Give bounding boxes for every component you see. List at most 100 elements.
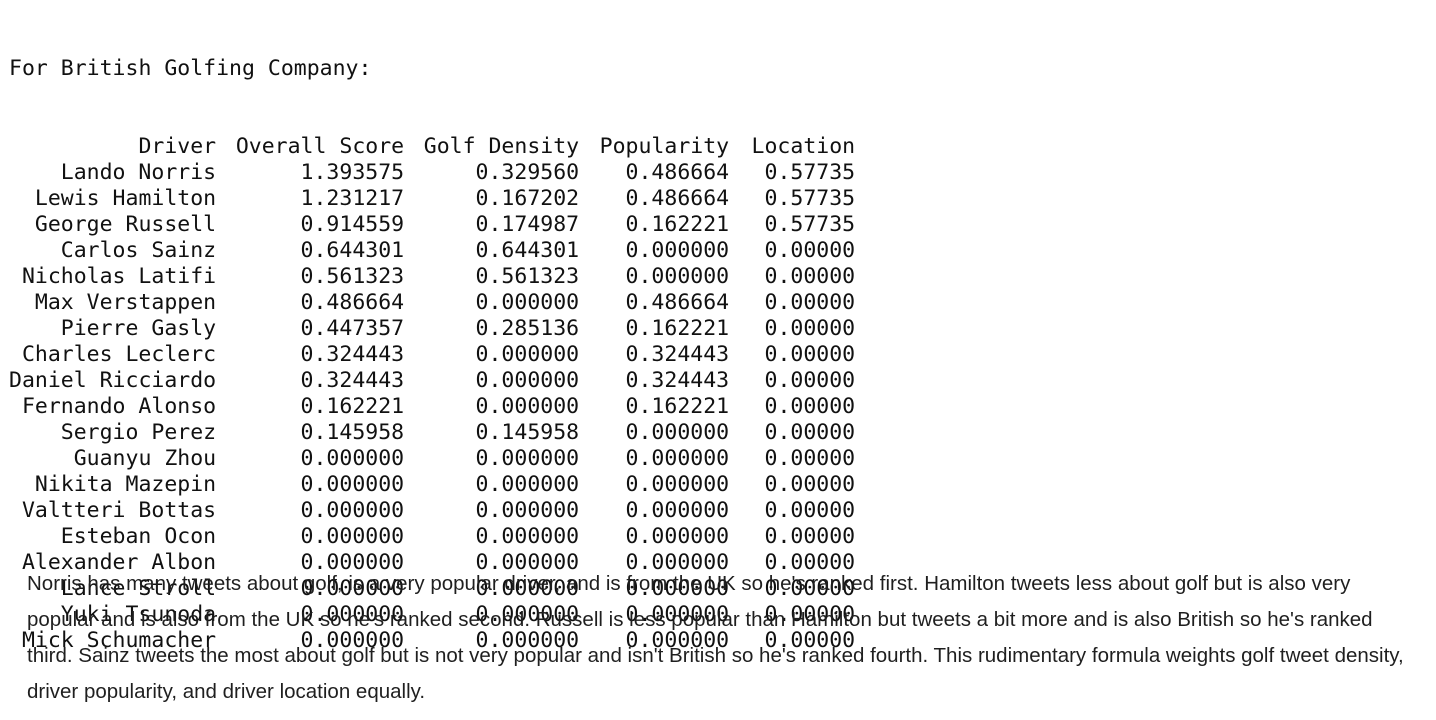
location-cell: 0.00000 [764,576,856,601]
popularity-cell: 0.162221 [625,316,730,341]
location-cell: 0.00000 [764,368,856,393]
overall-score-cell: 0.914559 [300,212,405,237]
location-cell: 0.57735 [764,212,856,237]
driver-name-cell: Pierre Gasly [60,316,217,341]
table-row: Daniel Ricciardo 0.324443 0.000000 0.324443… [9,368,855,394]
golf-density-cell: 0.000000 [475,550,580,575]
table-row: Yuki Tsunoda 0.000000 0.000000 0.000000 0.00… [9,602,855,628]
column-header-location: Location [751,134,856,159]
table-row: Charles Leclerc 0.324443 0.000000 0.324443 0… [9,342,855,368]
overall-score-cell: 0.000000 [300,576,405,601]
popularity-cell: 0.162221 [625,212,730,237]
driver-name-cell: Valtteri Bottas [21,498,217,523]
location-cell: 0.00000 [764,550,856,575]
popularity-cell: 0.486664 [625,186,730,211]
table-row: Lewis Hamilton 1.231217 0.167202 0.486664 0.… [9,186,855,212]
golf-density-cell: 0.000000 [475,524,580,549]
location-cell: 0.00000 [764,342,856,367]
table-row: Nikita Mazepin 0.000000 0.000000 0.000000 0.… [9,472,855,498]
overall-score-cell: 0.000000 [300,550,405,575]
table-row: George Russell 0.914559 0.174987 0.162221 0.… [9,212,855,238]
golf-density-cell: 0.000000 [475,446,580,471]
location-cell: 0.00000 [764,602,856,627]
driver-name-cell: Fernando Alonso [21,394,217,419]
golf-density-cell: 0.000000 [475,368,580,393]
output-heading: For British Golfing Company: [9,56,372,81]
driver-name-cell: Lewis Hamilton [34,186,217,211]
golf-density-cell: 0.329560 [475,160,580,185]
column-header-golf-density: Golf Density [423,134,580,159]
table-row: Carlos Sainz 0.644301 0.644301 0.000000 0.00… [9,238,855,264]
location-cell: 0.57735 [764,186,856,211]
table-row: Lance Stroll 0.000000 0.000000 0.000000 0.00… [9,576,855,602]
popularity-cell: 0.324443 [625,342,730,367]
driver-name-cell: Daniel Ricciardo [9,368,217,393]
location-cell: 0.00000 [764,524,856,549]
popularity-cell: 0.000000 [625,524,730,549]
popularity-cell: 0.324443 [625,368,730,393]
golf-density-cell: 0.561323 [475,264,580,289]
table-row: Guanyu Zhou 0.000000 0.000000 0.000000 0.000… [9,446,855,472]
driver-score-table: Driver Overall Score Golf Density Popula… [9,134,855,654]
overall-score-cell: 1.231217 [300,186,405,211]
table-row: Nicholas Latifi 0.561323 0.561323 0.000000 0… [9,264,855,290]
overall-score-cell: 0.000000 [300,602,405,627]
location-cell: 0.00000 [764,472,856,497]
column-header-popularity: Popularity [599,134,730,159]
golf-density-cell: 0.000000 [475,342,580,367]
popularity-cell: 0.000000 [625,550,730,575]
driver-name-cell: Carlos Sainz [60,238,217,263]
overall-score-cell: 0.324443 [300,368,405,393]
overall-score-cell: 1.393575 [300,160,405,185]
popularity-cell: 0.000000 [625,238,730,263]
location-cell: 0.00000 [764,290,856,315]
golf-density-cell: 0.000000 [475,602,580,627]
markdown-cell: Norris has many tweets about golf, is a … [27,566,1417,710]
column-header-driver: Driver [138,134,217,159]
location-cell: 0.00000 [764,420,856,445]
cell-output: For British Golfing Company: Driver Over… [9,4,855,680]
popularity-cell: 0.000000 [625,628,730,653]
column-header-overall-score: Overall Score [235,134,405,159]
popularity-cell: 0.000000 [625,264,730,289]
location-cell: 0.00000 [764,498,856,523]
location-cell: 0.00000 [764,264,856,289]
golf-density-cell: 0.285136 [475,316,580,341]
overall-score-cell: 0.000000 [300,524,405,549]
table-header-row: Driver Overall Score Golf Density Popula… [9,134,855,160]
table-row: Esteban Ocon 0.000000 0.000000 0.000000 0.00… [9,524,855,550]
overall-score-cell: 0.561323 [300,264,405,289]
golf-density-cell: 0.000000 [475,628,580,653]
overall-score-cell: 0.145958 [300,420,405,445]
table-row: Mick Schumacher 0.000000 0.000000 0.000000 0… [9,628,855,654]
golf-density-cell: 0.000000 [475,394,580,419]
overall-score-cell: 0.000000 [300,446,405,471]
explanation-paragraph: Norris has many tweets about golf, is a … [27,572,1404,703]
overall-score-cell: 0.000000 [300,498,405,523]
popularity-cell: 0.000000 [625,602,730,627]
golf-density-cell: 0.167202 [475,186,580,211]
location-cell: 0.57735 [764,160,856,185]
golf-density-cell: 0.000000 [475,576,580,601]
driver-name-cell: Nikita Mazepin [34,472,217,497]
location-cell: 0.00000 [764,316,856,341]
driver-name-cell: Sergio Perez [60,420,217,445]
golf-density-cell: 0.644301 [475,238,580,263]
overall-score-cell: 0.447357 [300,316,405,341]
golf-density-cell: 0.000000 [475,498,580,523]
popularity-cell: 0.486664 [625,160,730,185]
table-row: Alexander Albon 0.000000 0.000000 0.000000 0… [9,550,855,576]
golf-density-cell: 0.174987 [475,212,580,237]
driver-name-cell: George Russell [34,212,217,237]
driver-name-cell: Alexander Albon [21,550,217,575]
driver-name-cell: Lance Stroll [60,576,217,601]
golf-density-cell: 0.145958 [475,420,580,445]
overall-score-cell: 0.644301 [300,238,405,263]
table-row: Lando Norris 1.393575 0.329560 0.486664 0.57… [9,160,855,186]
location-cell: 0.00000 [764,238,856,263]
table-row: Sergio Perez 0.145958 0.145958 0.000000 0.00… [9,420,855,446]
popularity-cell: 0.486664 [625,290,730,315]
location-cell: 0.00000 [764,446,856,471]
overall-score-cell: 0.162221 [300,394,405,419]
driver-name-cell: Guanyu Zhou [73,446,217,471]
